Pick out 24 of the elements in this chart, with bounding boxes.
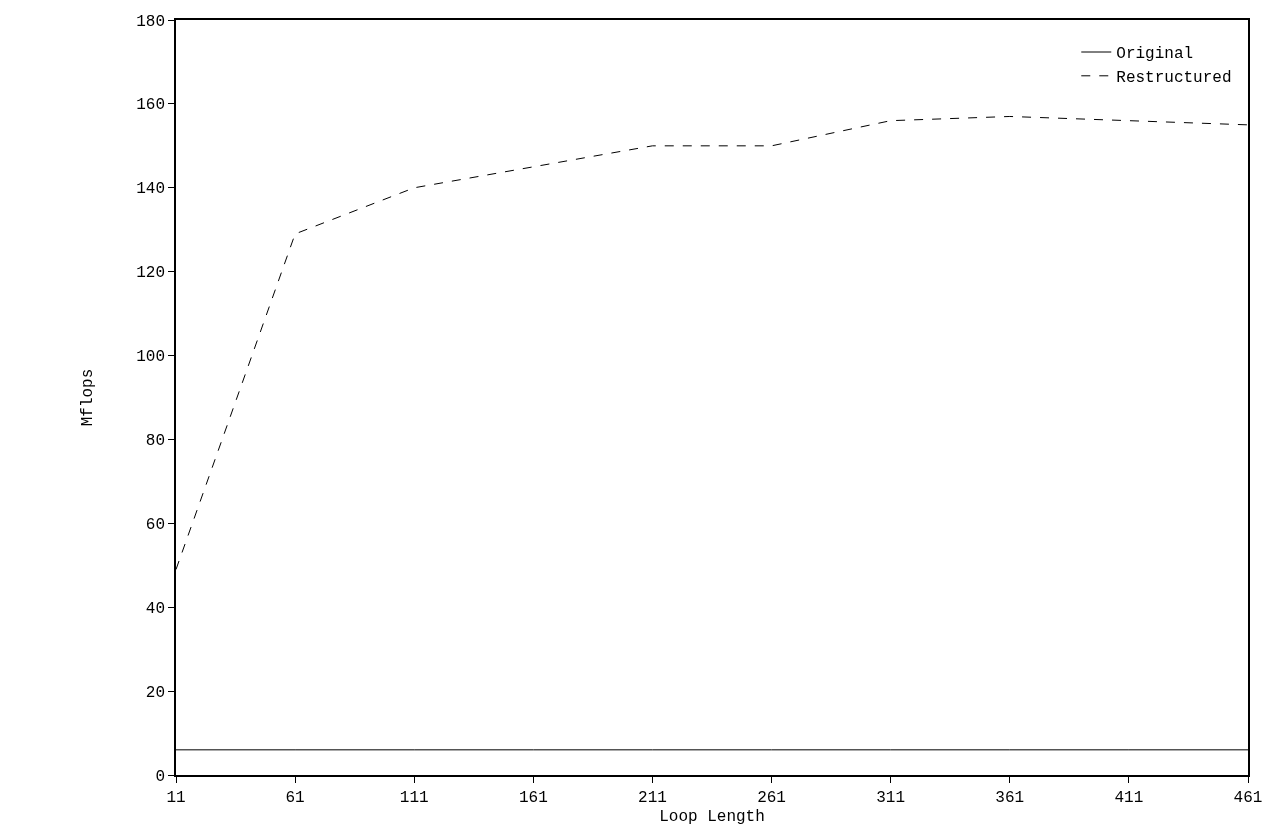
y-tick-label: 60 — [145, 515, 166, 534]
x-axis-title: Loop Length — [659, 808, 765, 827]
y-tick-label: 160 — [136, 96, 166, 115]
x-tick-label: 161 — [518, 788, 548, 807]
x-tick-label: 111 — [399, 788, 429, 807]
y-tick-label: 40 — [145, 599, 166, 618]
x-tick-label: 261 — [757, 788, 786, 807]
x-tick-label: 461 — [1233, 788, 1263, 807]
x-tick-label: 211 — [638, 788, 667, 807]
x-tick-label: 11 — [166, 788, 186, 807]
y-axis-title: Mflops — [78, 368, 97, 427]
x-tick-label: 361 — [995, 788, 1025, 807]
x-tick-label: 411 — [1114, 788, 1144, 807]
legend-label: Restructured — [1116, 69, 1232, 88]
y-tick-label: 140 — [136, 180, 166, 199]
y-tick-label: 0 — [155, 767, 166, 786]
y-tick-label: 180 — [136, 12, 166, 31]
legend-label: Original — [1116, 45, 1194, 64]
x-tick-label: 61 — [285, 788, 305, 807]
y-tick-label: 20 — [145, 683, 166, 702]
y-tick-label: 80 — [145, 432, 166, 451]
x-tick-label: 311 — [876, 788, 906, 807]
y-tick-label: 120 — [136, 264, 166, 283]
y-tick-label: 100 — [136, 348, 166, 367]
